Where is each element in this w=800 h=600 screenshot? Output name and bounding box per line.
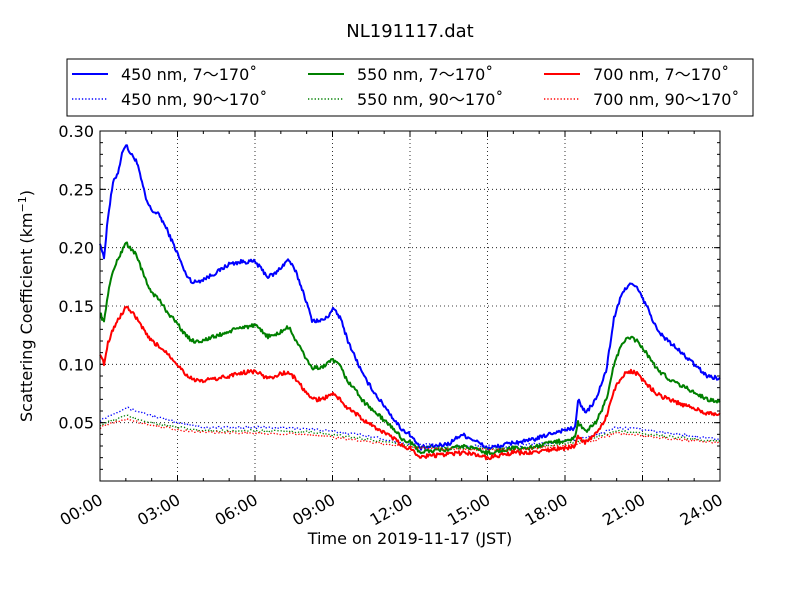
x-tick-label: 03:00: [134, 490, 183, 530]
x-tick-label: 18:00: [522, 490, 571, 530]
y-tick-label: 0.05: [58, 414, 94, 433]
y-tick-label: 0.30: [58, 122, 94, 141]
series-layer: [99, 144, 721, 461]
y-axis-label-close: ): [17, 190, 36, 196]
y-axis-label: Scattering Coefficient (km−1): [16, 190, 36, 422]
y-axis-label-main: Scattering Coefficient (km: [17, 212, 36, 422]
x-tick-label: 06:00: [212, 490, 261, 530]
y-axis-label-exponent: −1: [16, 196, 29, 212]
plot-frame: [99, 130, 721, 482]
legend-label: 550 nm, 7～170˚: [357, 65, 493, 84]
y-tick-label: 0.15: [58, 297, 94, 316]
legend-label: 450 nm, 90～170˚: [121, 90, 267, 109]
legend-label: 550 nm, 90～170˚: [357, 90, 503, 109]
legend-label: 450 nm, 7～170˚: [121, 65, 257, 84]
legend-label: 700 nm, 90～170˚: [593, 90, 739, 109]
series-line-5: [99, 305, 721, 461]
series-line-6: [99, 418, 721, 452]
x-tick-labels: 00:00 03:00 06:00 09:00 12:00 15:00 18:00 21:00…: [57, 490, 726, 530]
y-tick-label: 0.25: [58, 180, 94, 199]
series-line-1: [99, 144, 721, 451]
series-line-3: [99, 241, 721, 456]
legend-frame: [66, 58, 754, 117]
chart-title: NL191117.dat: [346, 21, 473, 42]
legend-label: 700 nm, 7～170˚: [593, 65, 729, 84]
x-tick-label: 24:00: [677, 490, 726, 530]
x-tick-label: 09:00: [289, 490, 338, 530]
y-tick-label: 0.10: [58, 355, 94, 374]
x-tick-label: 00:00: [57, 490, 106, 530]
x-tick-label: 15:00: [444, 490, 493, 530]
y-tick-labels: 0.05 0.10 0.15 0.20 0.25 0.30: [58, 122, 94, 433]
y-tick-label: 0.20: [58, 239, 94, 258]
chart-legend: 450 nm, 7～170˚ 450 nm, 90～170˚ 550 nm, 7～1…: [66, 58, 754, 117]
x-axis-label: Time on 2019-11-17 (JST): [307, 529, 512, 548]
x-tick-label: 21:00: [599, 490, 648, 530]
x-tick-label: 12:00: [367, 490, 416, 530]
